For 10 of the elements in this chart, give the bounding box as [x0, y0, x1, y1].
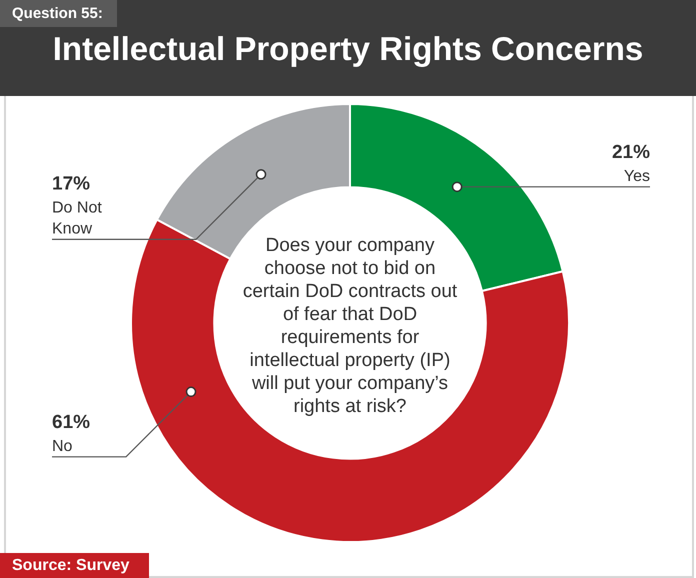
slice-label: Do Not Know	[52, 199, 102, 238]
text: Does your company choose not to bid on certain DoD contracts out of fear that DoD requirements for intellectual property (IP) will put your company’s rights at risk?	[242, 234, 458, 418]
slice-label: No	[52, 438, 73, 455]
data-label: 21%	[612, 142, 650, 163]
chart-title: Intellectual Property Rights Concerns	[52, 30, 644, 68]
source-note: Source: Survey	[0, 553, 150, 578]
data-label: 61%	[52, 412, 90, 433]
text: Question 55:	[0, 0, 117, 27]
slice-label: Yes	[624, 168, 650, 185]
data-label: 17%	[52, 173, 90, 194]
